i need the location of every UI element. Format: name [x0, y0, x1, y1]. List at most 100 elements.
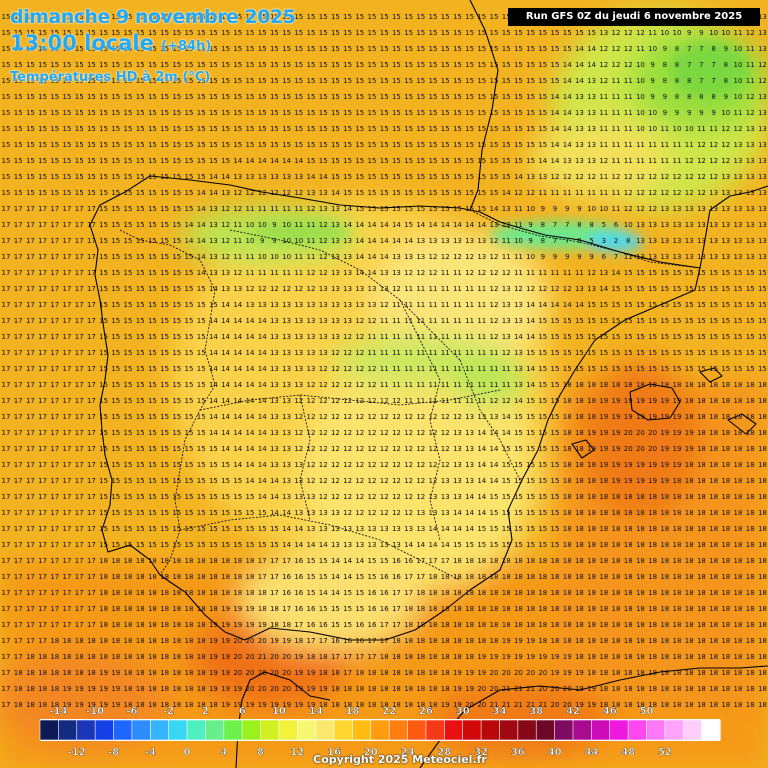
legend-bottom-label: -12 [68, 747, 86, 758]
grid-value: 17 [63, 285, 72, 293]
grid-value: 18 [624, 637, 633, 645]
grid-value: 12 [416, 493, 425, 501]
grid-value: 18 [26, 685, 35, 693]
grid-value: 8 [687, 77, 691, 85]
grid-value: 15 [172, 365, 181, 373]
grid-value: 19 [624, 413, 633, 421]
grid-value: 15 [465, 45, 474, 53]
grid-value: 14 [441, 525, 450, 533]
grid-value: 14 [380, 221, 389, 229]
grid-value: 18 [209, 701, 218, 709]
grid-value: 18 [587, 621, 596, 629]
grid-value: 17 [2, 333, 11, 341]
grid-value: 15 [441, 109, 450, 117]
grid-value: 19 [575, 669, 584, 677]
grid-value: 6 [602, 253, 607, 261]
grid-value: 11 [441, 269, 450, 277]
grid-value: 10 [282, 237, 291, 245]
grid-value: 12 [404, 429, 413, 437]
grid-value: 19 [660, 429, 669, 437]
grid-value: 19 [111, 701, 120, 709]
grid-value: 12 [380, 413, 389, 421]
grid-value: 15 [160, 413, 169, 421]
grid-value: 15 [136, 397, 145, 405]
grid-value: 15 [160, 445, 169, 453]
grid-value: 18 [746, 541, 755, 549]
grid-value: 15 [172, 333, 181, 341]
grid-value: 17 [2, 429, 11, 437]
grid-value: 15 [709, 285, 718, 293]
grid-value: 14 [246, 445, 255, 453]
grid-value: 17 [38, 429, 47, 437]
grid-value: 16 [343, 637, 352, 645]
grid-value: 14 [368, 237, 377, 245]
grid-value: 15 [416, 13, 425, 21]
grid-value: 15 [587, 349, 596, 357]
grid-value: 14 [209, 381, 218, 389]
grid-value: 19 [221, 669, 230, 677]
grid-value: 12 [490, 269, 499, 277]
grid-value: 15 [87, 61, 96, 69]
grid-value: 15 [551, 445, 560, 453]
grid-value: 18 [697, 429, 706, 437]
grid-value: 15 [502, 93, 511, 101]
grid-value: 18 [685, 621, 694, 629]
grid-value: 14 [307, 173, 316, 181]
grid-value: 18 [721, 589, 730, 597]
grid-value: 18 [38, 669, 47, 677]
grid-value: 15 [465, 173, 474, 181]
grid-value: 12 [526, 285, 535, 293]
grid-value: 15 [185, 301, 194, 309]
grid-value: 18 [38, 653, 47, 661]
grid-value: 12 [721, 141, 730, 149]
grid-value: 10 [270, 253, 279, 261]
grid-value: 15 [2, 157, 11, 165]
grid-value: 18 [87, 669, 96, 677]
grid-value: 12 [441, 413, 450, 421]
grid-value: 13 [331, 509, 340, 517]
grid-value: 20 [648, 429, 657, 437]
grid-value: 11 [490, 365, 499, 373]
grid-value: 18 [587, 669, 596, 677]
grid-value: 18 [575, 573, 584, 581]
grid-value: 18 [148, 685, 157, 693]
grid-value: 15 [368, 141, 377, 149]
grid-value: 15 [526, 541, 535, 549]
grid-value: 17 [2, 637, 11, 645]
grid-value: 13 [477, 413, 486, 421]
grid-value: 11 [538, 269, 547, 277]
grid-value: 11 [453, 269, 462, 277]
grid-value: 15 [526, 77, 535, 85]
grid-value: 15 [197, 301, 206, 309]
grid-value: 11 [612, 157, 621, 165]
grid-value: 15 [368, 125, 377, 133]
grid-value: 18 [758, 525, 767, 533]
grid-value: 12 [343, 397, 352, 405]
grid-value: 13 [721, 221, 730, 229]
grid-value: 15 [343, 93, 352, 101]
grid-value: 15 [172, 93, 181, 101]
grid-value: 15 [343, 621, 352, 629]
grid-value: 15 [124, 221, 133, 229]
grid-value: 18 [526, 573, 535, 581]
grid-value: 18 [660, 685, 669, 693]
grid-value: 12 [563, 285, 572, 293]
grid-value: 7 [565, 221, 569, 229]
grid-value: 12 [392, 285, 401, 293]
grid-value: 15 [624, 301, 633, 309]
grid-value: 18 [721, 605, 730, 613]
grid-value: 15 [258, 125, 267, 133]
grid-value: 15 [477, 93, 486, 101]
grid-value: 15 [355, 605, 364, 613]
grid-value: 12 [697, 141, 706, 149]
grid-value: 9 [272, 221, 276, 229]
grid-value: 15 [246, 61, 255, 69]
grid-value: 17 [38, 621, 47, 629]
grid-value: 18 [575, 557, 584, 565]
grid-value: 14 [209, 429, 218, 437]
grid-value: 19 [477, 669, 486, 677]
grid-value: 17 [38, 589, 47, 597]
grid-value: 11 [746, 45, 755, 53]
grid-value: 18 [148, 669, 157, 677]
grid-value: 19 [673, 413, 682, 421]
